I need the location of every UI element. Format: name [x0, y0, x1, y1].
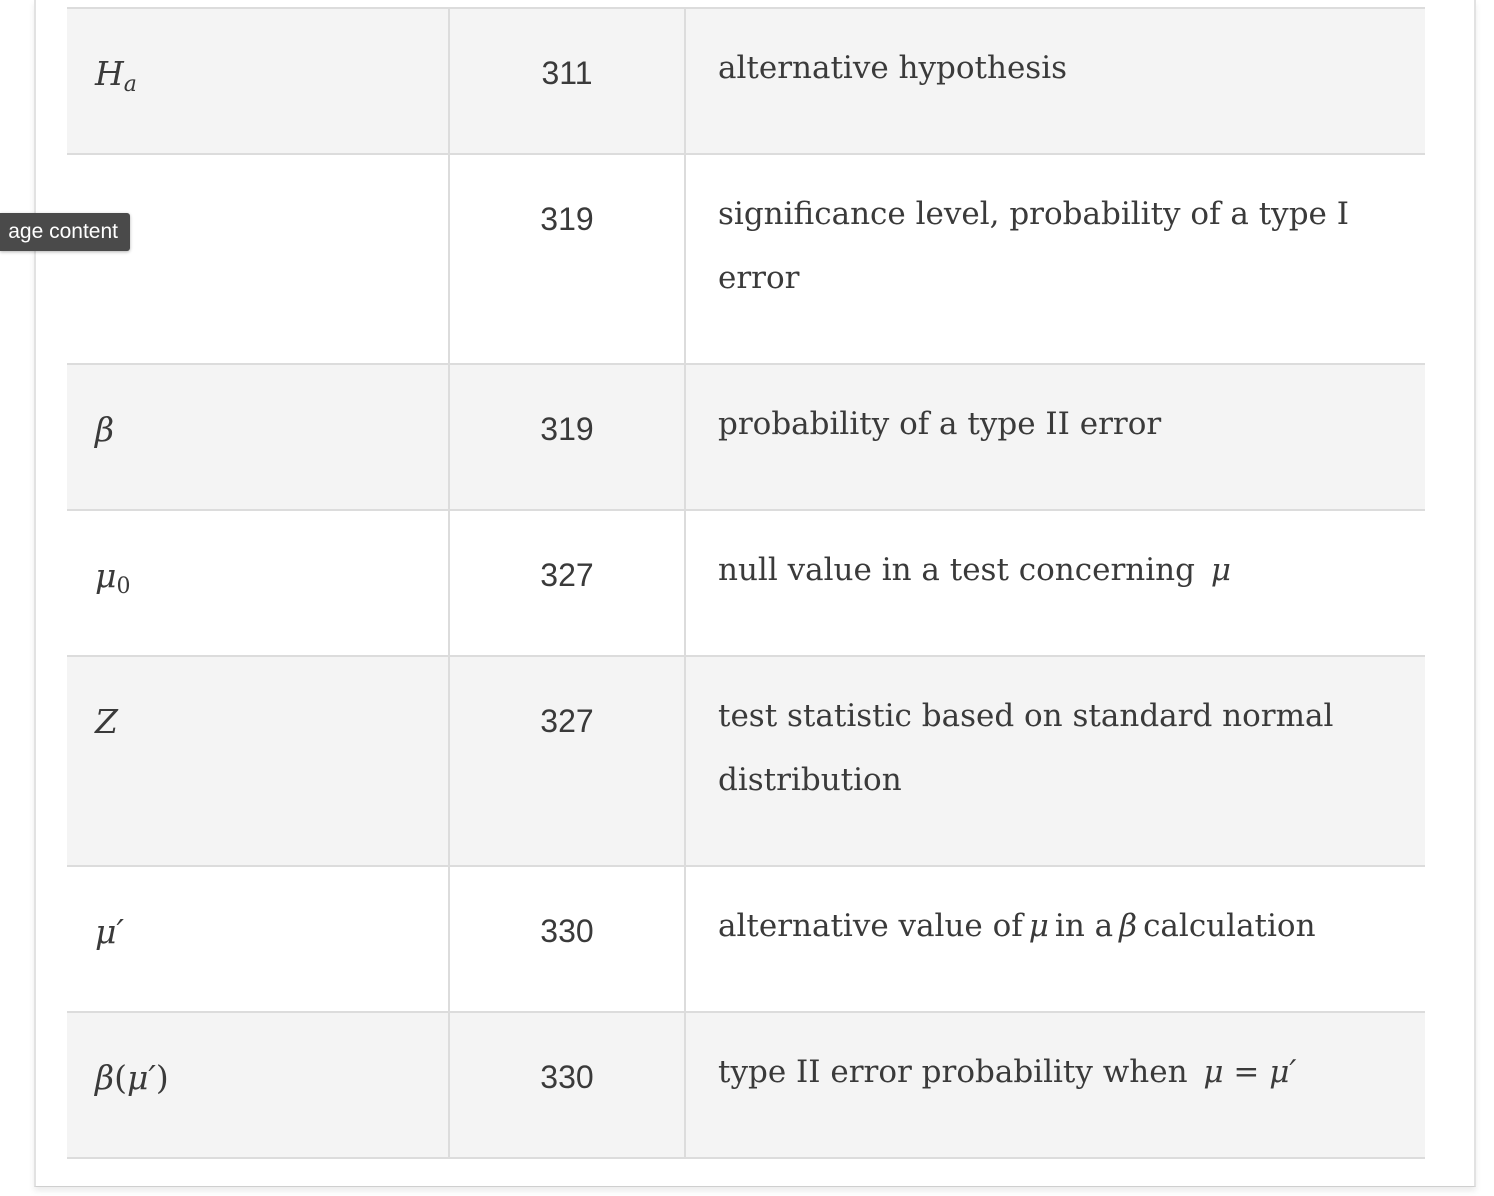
page-number: 330 [540, 913, 594, 949]
table-row: μ0 327 null value in a test concerning μ [67, 511, 1425, 657]
page-number: 330 [540, 1059, 594, 1095]
symbol-cell: β [67, 365, 450, 509]
description-cell: alternative hypothesis [686, 9, 1425, 153]
page-cell: 311 [450, 9, 686, 153]
description-text-part: in a [1054, 908, 1114, 944]
document-frame [34, 0, 1476, 1187]
description-cell: probability of a type II error [686, 365, 1425, 509]
symbol-beta-of-mu-prime: β(μ′) [95, 1058, 169, 1097]
symbol-table: Ha 311 alternative hypothesis 319 signif… [67, 7, 1425, 1159]
page-number: 319 [540, 411, 594, 447]
math-mu-equals-mu-prime: μ = μ′ [1193, 1054, 1297, 1090]
math-mu: μ [1201, 552, 1232, 588]
page-number: 319 [540, 201, 594, 237]
description-cell: null value in a test concerning μ [686, 511, 1425, 655]
symbol-z: Z [95, 702, 118, 741]
symbol-mu-0: μ0 [95, 556, 131, 599]
description-text: test statistic based on standard normal … [718, 698, 1334, 798]
tooltip-label: age content [8, 220, 118, 243]
page-cell: 330 [450, 1013, 686, 1157]
symbol-cell: μ0 [67, 511, 450, 655]
description-text-part: null value in a test concerning [718, 552, 1195, 588]
symbol-h-a: Ha [95, 54, 137, 97]
table-row: β(μ′) 330 type II error probability when… [67, 1013, 1425, 1159]
description-cell: type II error probability when μ = μ′ [686, 1013, 1425, 1157]
symbol-cell: Ha [67, 9, 450, 153]
table-row: Z 327 test statistic based on standard n… [67, 657, 1425, 867]
description-text-part: type II error probability when [718, 1054, 1188, 1090]
symbol-beta: β [95, 410, 115, 449]
symbol-cell: μ′ [67, 867, 450, 1011]
description-text: alternative hypothesis [718, 50, 1068, 86]
page-number: 327 [540, 703, 594, 739]
symbol-cell: β(μ′) [67, 1013, 450, 1157]
description-text: type II error probability when μ = μ′ [718, 1040, 1395, 1104]
description-text: significance level, probability of a typ… [718, 196, 1349, 296]
page-cell: 327 [450, 657, 686, 865]
description-text: probability of a type II error [718, 406, 1162, 442]
description-cell: alternative value of μ in a β calculation [686, 867, 1425, 1011]
table-row: 319 significance level, probability of a… [67, 155, 1425, 365]
math-mu: μ [1028, 908, 1049, 944]
description-text-part: alternative value of [718, 908, 1023, 944]
description-cell: significance level, probability of a typ… [686, 155, 1425, 363]
page-cell: 319 [450, 365, 686, 509]
page-cell: 327 [450, 511, 686, 655]
page-number: 311 [541, 55, 593, 91]
page-cell: 319 [450, 155, 686, 363]
symbol-mu-prime: μ′ [95, 912, 124, 951]
table-row: β 319 probability of a type II error [67, 365, 1425, 511]
math-beta: β [1119, 908, 1138, 944]
description-text: null value in a test concerning μ [718, 538, 1395, 602]
page-cell: 330 [450, 867, 686, 1011]
description-text: alternative value of μ in a β calculation [718, 894, 1395, 958]
page-number: 327 [540, 557, 594, 593]
symbol-cell: Z [67, 657, 450, 865]
description-text-part: calculation [1143, 908, 1316, 944]
description-cell: test statistic based on standard normal … [686, 657, 1425, 865]
table-row: Ha 311 alternative hypothesis [67, 9, 1425, 155]
table-row: μ′ 330 alternative value of μ in a β calcula… [67, 867, 1425, 1013]
tooltip: age content [0, 213, 130, 251]
symbol-cell [67, 155, 450, 363]
